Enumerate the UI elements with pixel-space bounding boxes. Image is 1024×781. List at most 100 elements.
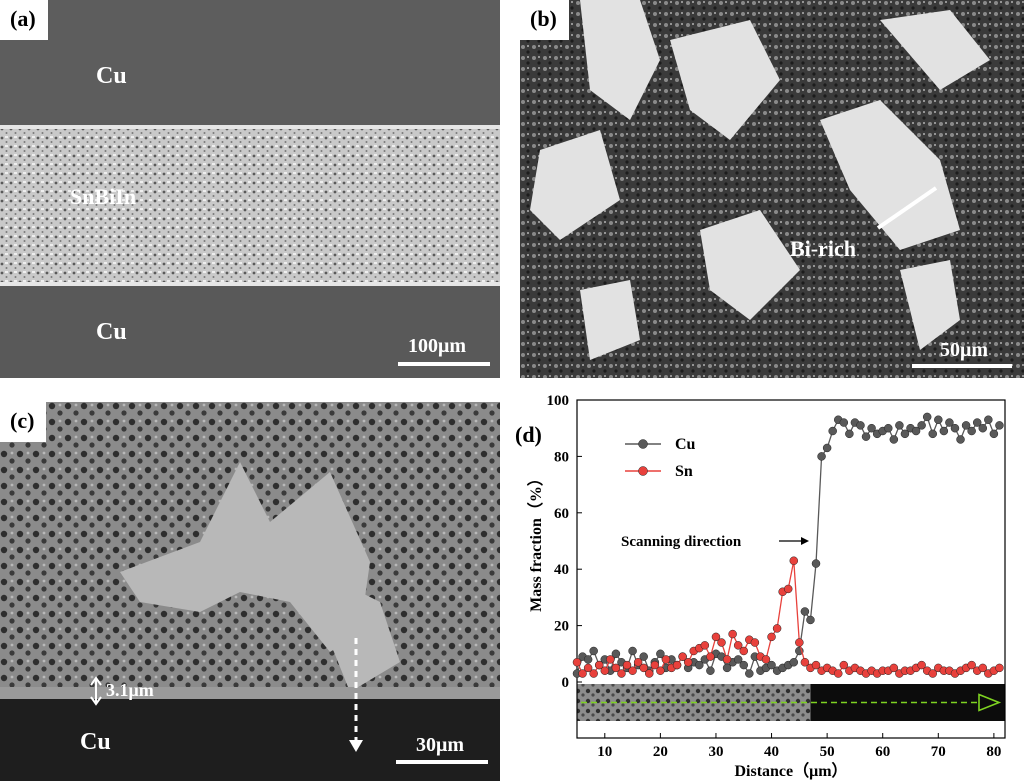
data-point-sn <box>733 641 743 650</box>
y-axis-label: Mass fraction（%） <box>527 470 545 612</box>
x-tick-label: 20 <box>653 744 668 760</box>
data-point-cu <box>861 432 871 441</box>
data-point-cu <box>922 412 932 422</box>
data-point-sn <box>767 632 776 642</box>
data-point-cu <box>583 655 593 664</box>
data-point-cu <box>884 423 893 433</box>
x-tick-label: 80 <box>986 744 1001 760</box>
data-point-sn <box>628 666 637 675</box>
data-point-cu <box>967 426 976 436</box>
data-point-sn <box>594 660 604 670</box>
data-point-cu <box>984 415 993 424</box>
data-point-cu <box>695 660 704 670</box>
data-point-cu <box>611 649 621 659</box>
data-point-cu <box>917 421 926 430</box>
data-point-cu <box>972 418 982 427</box>
bi-rich-phase <box>530 0 990 360</box>
data-point-cu <box>889 435 899 444</box>
data-point-sn <box>761 655 771 664</box>
data-point-sn <box>678 652 687 661</box>
data-point-sn <box>772 624 782 633</box>
data-point-sn <box>995 663 1004 673</box>
data-point-cu <box>817 452 826 461</box>
y-tick-label: 60 <box>554 506 569 522</box>
scale-bar-c <box>396 760 488 764</box>
data-point-sn <box>639 663 648 673</box>
data-point-sn <box>978 663 988 673</box>
scale-label-a: 100μm <box>408 335 466 357</box>
data-point-cu <box>934 415 943 424</box>
bi-phase-region <box>120 462 400 692</box>
data-point-sn <box>783 584 793 594</box>
data-point-sn <box>656 666 665 675</box>
data-point-sn <box>739 646 749 656</box>
scale-label-b: 50μm <box>940 339 988 361</box>
data-point-cu <box>656 649 665 659</box>
cu-bottom-label: Cu <box>96 319 127 345</box>
x-tick-label: 40 <box>764 744 779 760</box>
panel-b: (b) Bi-rich 50μm <box>520 0 1024 378</box>
panel-c-tag: (c) <box>0 402 47 442</box>
line-chart: 0 20 40 60 80 100 10 20 30 40 50 60 70 80 Distance（μm）… <box>527 393 1006 780</box>
bi-rich-arrow <box>876 186 938 230</box>
data-point-cu <box>939 426 949 436</box>
y-tick-label: 40 <box>554 562 569 578</box>
data-point-cu <box>828 426 837 436</box>
panel-d-tag: (d) <box>515 422 542 447</box>
data-point-sn <box>600 666 610 675</box>
thickness-label: 3.1μm <box>106 680 154 700</box>
panel-a: (a) Cu SnBiIn Cu 100μm <box>0 0 500 378</box>
data-point-sn <box>583 663 593 673</box>
y-tick-label: 20 <box>554 619 569 635</box>
data-point-sn <box>795 638 804 647</box>
data-point-cu <box>856 421 865 430</box>
y-tick-label: 100 <box>547 393 570 409</box>
data-point-sn <box>700 641 710 650</box>
data-point-cu <box>961 421 971 430</box>
data-point-cu <box>806 615 815 625</box>
legend-label-cu: Cu <box>675 436 696 453</box>
data-point-sn <box>967 660 976 670</box>
data-point-cu <box>995 421 1004 430</box>
scanning-direction-annotation: Scanning direction <box>621 534 742 550</box>
data-point-sn <box>917 660 926 670</box>
data-point-cu <box>745 669 754 678</box>
x-tick-label: 60 <box>875 744 890 760</box>
scale-label-c: 30μm <box>416 734 464 756</box>
data-point-sn <box>928 669 937 678</box>
data-point-sn <box>672 660 682 670</box>
cu-top-label: Cu <box>96 63 127 89</box>
data-point-sn <box>722 655 732 664</box>
solder-layer <box>0 125 500 286</box>
data-point-sn <box>617 669 626 678</box>
data-point-sn <box>650 660 660 670</box>
data-point-sn <box>622 660 632 670</box>
data-point-sn <box>645 669 654 678</box>
scale-bar-b <box>912 364 1012 368</box>
x-tick-label: 10 <box>597 744 612 760</box>
panel-d: 0 20 40 60 80 100 10 20 30 40 50 60 70 80 Distance（μm）… <box>505 388 1024 781</box>
data-point-cu <box>822 443 832 453</box>
data-point-cu <box>628 646 637 656</box>
data-point-sn <box>572 658 582 667</box>
data-point-sn <box>711 632 721 642</box>
data-point-sn <box>750 638 760 647</box>
legend-marker-cu <box>638 439 648 449</box>
x-tick-label: 30 <box>708 744 723 760</box>
data-point-sn <box>717 638 726 647</box>
data-point-cu <box>895 421 904 430</box>
panel-b-micrograph <box>520 0 1024 378</box>
data-point-cu <box>911 426 921 436</box>
data-point-cu <box>767 660 776 670</box>
data-point-sn <box>706 652 715 661</box>
data-point-cu <box>589 646 598 656</box>
data-point-cu <box>845 429 854 439</box>
data-point-sn <box>633 658 643 667</box>
data-point-cu <box>800 607 810 616</box>
data-point-sn <box>811 660 821 670</box>
x-tick-label: 70 <box>931 744 946 760</box>
data-point-sn <box>789 556 799 565</box>
annotation-arrowhead <box>801 537 809 545</box>
data-point-cu <box>989 429 999 439</box>
top-cu-region <box>0 0 500 125</box>
